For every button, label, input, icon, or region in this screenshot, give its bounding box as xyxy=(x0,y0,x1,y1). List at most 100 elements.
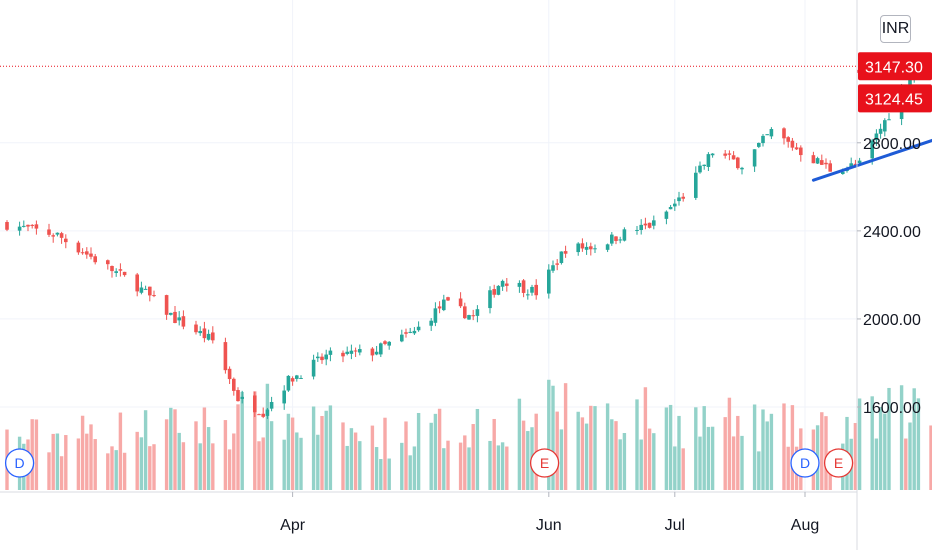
currency-button[interactable]: INR xyxy=(880,15,911,43)
volume-bar xyxy=(429,422,433,490)
volume-bar xyxy=(253,391,257,490)
candle-body xyxy=(269,401,274,409)
volume-bar xyxy=(173,409,177,490)
candle-body xyxy=(731,155,736,160)
candle-body xyxy=(530,286,534,293)
candle-body xyxy=(517,282,522,287)
candle-body xyxy=(223,342,228,371)
candle-body xyxy=(408,331,412,333)
event-circle[interactable] xyxy=(529,448,560,478)
trendline[interactable] xyxy=(811,79,932,182)
level-price-label-text: 3124.45 xyxy=(865,91,923,108)
volume-bar xyxy=(412,446,417,490)
volume-bar xyxy=(383,417,387,490)
event-circle[interactable] xyxy=(790,448,820,478)
candle-body xyxy=(878,128,883,134)
x-tick-label: Aug xyxy=(791,517,819,534)
candle-body xyxy=(736,157,740,169)
candle-body xyxy=(122,271,127,276)
candle-body xyxy=(488,290,492,309)
volume-bar xyxy=(299,437,303,490)
candle-body xyxy=(740,167,744,170)
volume-bar xyxy=(240,391,244,490)
volume-bar xyxy=(702,406,706,490)
volume-bar xyxy=(593,406,597,490)
candle-body xyxy=(5,222,9,230)
candle-body xyxy=(589,246,593,250)
volume-bar xyxy=(437,408,442,490)
earnings-marker[interactable]: E xyxy=(823,448,854,478)
trendlines[interactable] xyxy=(0,53,932,182)
dividend-marker[interactable]: D xyxy=(790,448,820,478)
candle-body xyxy=(874,133,879,141)
volume-bar xyxy=(106,453,110,490)
candle-body xyxy=(853,163,858,165)
volume-bar xyxy=(883,413,887,490)
candle-body xyxy=(681,196,685,199)
candle-body xyxy=(496,285,501,295)
volume-bar xyxy=(555,411,559,490)
volume-bar xyxy=(232,433,236,490)
level-price-label[interactable]: 3124.45 xyxy=(858,84,932,113)
candle-body xyxy=(635,229,639,231)
candle-body xyxy=(30,224,34,226)
candle-body xyxy=(412,330,417,334)
candle-body xyxy=(505,283,509,286)
candle-body xyxy=(232,378,236,391)
event-label: D xyxy=(15,455,25,471)
candle-body xyxy=(702,164,706,166)
candle-body xyxy=(194,324,198,333)
candle-body xyxy=(164,295,169,315)
volume-bars xyxy=(5,379,932,490)
candle-body xyxy=(828,163,832,172)
candle-body xyxy=(782,128,786,139)
event-markers[interactable]: DEDEE xyxy=(4,448,932,478)
volume-bar xyxy=(181,442,186,490)
volume-bar xyxy=(492,418,496,490)
candle-body xyxy=(849,163,853,168)
y-tick-label: 2400.00 xyxy=(863,224,921,241)
volume-bar xyxy=(710,426,715,490)
volume-bar xyxy=(135,431,139,490)
volume-bar xyxy=(64,435,68,490)
volume-bar xyxy=(316,434,320,490)
volume-bar xyxy=(206,427,211,490)
volume-bar xyxy=(652,433,656,490)
candle-body xyxy=(458,298,463,307)
volume-bar xyxy=(76,438,81,490)
volume-bar xyxy=(30,419,34,490)
candle-body xyxy=(173,311,177,324)
candle-body xyxy=(370,348,375,356)
candle-body xyxy=(47,229,51,235)
candle-body xyxy=(664,211,669,219)
candle-body xyxy=(639,224,643,231)
volume-bar xyxy=(614,421,618,490)
volume-bar xyxy=(698,436,702,490)
candle-body xyxy=(471,315,475,317)
event-circle[interactable] xyxy=(823,448,854,478)
candle-body xyxy=(463,306,467,319)
candle-body xyxy=(580,243,585,249)
last-price-label[interactable]: 3147.30 xyxy=(858,52,932,81)
candle-body xyxy=(17,226,22,231)
volume-bar xyxy=(324,410,328,490)
event-circle[interactable] xyxy=(4,448,35,478)
volume-bar xyxy=(517,398,522,490)
earnings-marker[interactable]: E xyxy=(529,448,560,478)
volume-bar xyxy=(786,446,790,490)
volume-bar xyxy=(55,433,60,490)
candle-body xyxy=(316,356,320,359)
x-tick-label: Jun xyxy=(536,517,562,534)
candle-body xyxy=(908,77,912,92)
volume-bar xyxy=(521,420,526,490)
candle-body xyxy=(353,350,358,352)
dividend-marker[interactable]: D xyxy=(4,448,35,478)
volume-bar xyxy=(752,404,757,490)
volume-bar xyxy=(500,442,505,490)
candle-body xyxy=(290,378,295,382)
candle-body xyxy=(433,308,438,323)
candle-body xyxy=(442,299,446,311)
volume-bar xyxy=(551,385,555,490)
volume-bar xyxy=(433,413,438,490)
